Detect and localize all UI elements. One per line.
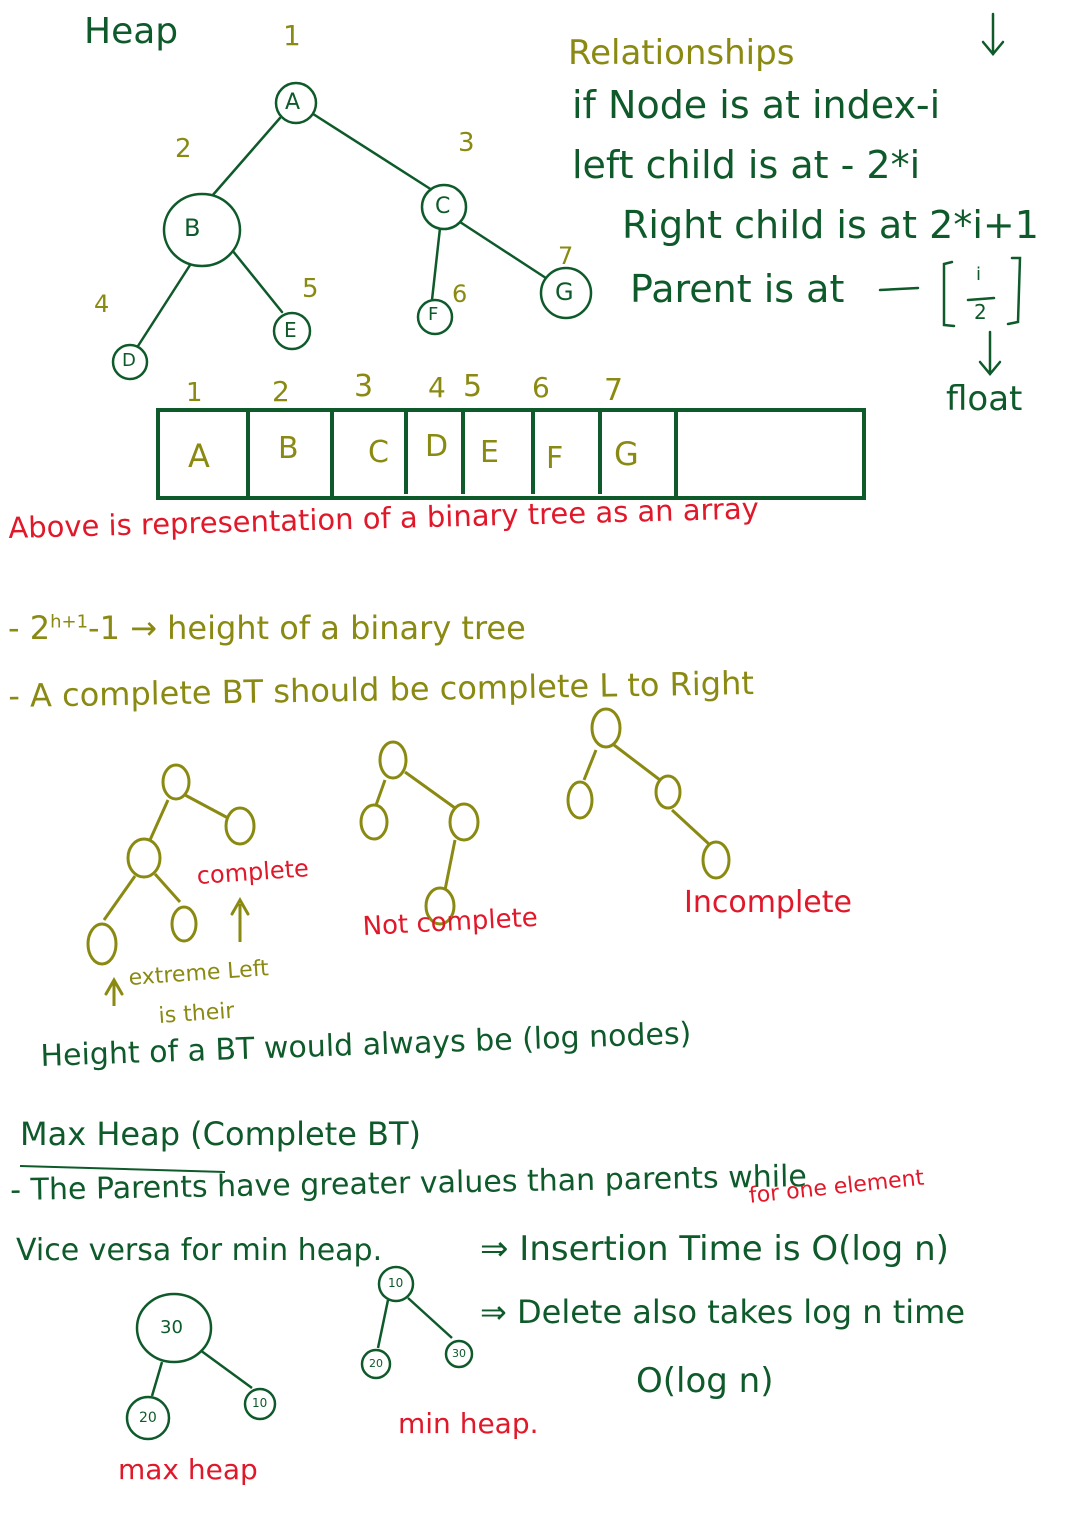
array-index-4: 4 bbox=[428, 371, 446, 404]
max-heap-underline bbox=[19, 1165, 226, 1173]
max-heap-label: max heap bbox=[118, 1453, 258, 1486]
fraction-denominator: 2 bbox=[974, 300, 987, 324]
array-cell-b: B bbox=[278, 431, 299, 466]
array-index-1: 1 bbox=[186, 378, 203, 408]
tree-node-c bbox=[420, 183, 468, 231]
heap-tree-nodes bbox=[111, 81, 593, 381]
height-formula-text: -1 → height of a binary tree bbox=[88, 609, 526, 647]
max-heap-left-label: 20 bbox=[139, 1410, 157, 1426]
relationships-line-1: if Node is at index-i bbox=[572, 83, 941, 127]
heap-title: Heap bbox=[84, 11, 179, 52]
min-heap-left-label: 20 bbox=[369, 1357, 383, 1370]
node-label-e: E bbox=[284, 318, 297, 342]
node-label-a: A bbox=[285, 90, 301, 115]
tree-node-e bbox=[272, 311, 312, 351]
arrow-down-icon bbox=[981, 12, 1005, 56]
array-cell-c: C bbox=[368, 435, 389, 470]
complete-tree-example bbox=[86, 763, 256, 1006]
min-heap-tree bbox=[360, 1265, 474, 1380]
array-cell-a: A bbox=[188, 437, 210, 475]
max-heap-line-2: Vice versa for min heap. bbox=[16, 1233, 383, 1268]
delete-time-line: ⇒ Delete also takes log n time bbox=[480, 1293, 965, 1331]
array-cell-g: G bbox=[614, 435, 639, 473]
fraction-numerator: i bbox=[976, 264, 982, 285]
not-complete-tree-example bbox=[359, 740, 480, 926]
array-index-5: 5 bbox=[463, 369, 483, 404]
array-index-7: 7 bbox=[604, 373, 624, 408]
relationships-line-4: Parent is at bbox=[630, 267, 845, 311]
complete-label: complete bbox=[195, 854, 310, 890]
float-label: float bbox=[946, 379, 1023, 419]
tree-node-f bbox=[416, 298, 454, 336]
floor-bracket-icon bbox=[878, 256, 1022, 376]
is-their-label: is their bbox=[157, 998, 236, 1029]
index-label-6: 6 bbox=[452, 280, 468, 308]
tree-node-b bbox=[162, 192, 242, 268]
height-formula-exponent: h+1 bbox=[50, 611, 89, 633]
min-heap-root-label: 10 bbox=[388, 1276, 404, 1290]
array-index-3: 3 bbox=[354, 369, 374, 404]
height-formula-base: 2 bbox=[29, 609, 51, 647]
relationships-line-2: left child is at - 2*i bbox=[572, 143, 921, 187]
max-heap-title: Max Heap (Complete BT) bbox=[20, 1115, 422, 1153]
index-label-2: 2 bbox=[175, 134, 192, 164]
max-heap-right-label: 10 bbox=[252, 1396, 268, 1410]
array-box bbox=[156, 408, 866, 500]
index-label-4: 4 bbox=[94, 290, 110, 318]
tree-node-d bbox=[111, 343, 149, 381]
relationships-title: Relationships bbox=[568, 33, 795, 73]
array-index-6: 6 bbox=[532, 371, 550, 404]
node-label-f: F bbox=[428, 304, 439, 325]
index-label-3: 3 bbox=[458, 128, 475, 158]
array-cell-f: F bbox=[546, 441, 564, 476]
array-cell-e: E bbox=[480, 435, 499, 470]
relationships-line-3: Right child is at 2*i+1 bbox=[622, 203, 1039, 247]
tree-node-a bbox=[274, 81, 318, 125]
max-heap-root-label: 30 bbox=[160, 1317, 183, 1338]
root-index-label: 1 bbox=[283, 19, 301, 52]
insertion-time-line: ⇒ Insertion Time is O(log n) bbox=[480, 1229, 949, 1269]
arrow-up-icon bbox=[104, 896, 250, 996]
height-formula-line: - 2h+1-1 → height of a binary tree bbox=[8, 609, 526, 647]
heap-tree-edges bbox=[136, 110, 554, 348]
incomplete-label: Incomplete bbox=[684, 885, 852, 920]
array-cell-d: D bbox=[425, 429, 449, 464]
node-label-c: C bbox=[435, 194, 451, 219]
node-label-d: D bbox=[122, 350, 136, 371]
incomplete-tree-example bbox=[566, 707, 731, 880]
index-label-5: 5 bbox=[302, 274, 319, 304]
min-heap-right-label: 30 bbox=[452, 1347, 466, 1360]
delete-complexity: O(log n) bbox=[636, 1361, 774, 1401]
min-heap-label: min heap. bbox=[398, 1407, 539, 1440]
max-heap-tree bbox=[125, 1292, 277, 1441]
array-index-2: 2 bbox=[272, 375, 290, 408]
node-label-b: B bbox=[184, 214, 201, 242]
index-label-7: 7 bbox=[558, 242, 574, 270]
tree-node-g bbox=[539, 266, 593, 320]
node-label-g: G bbox=[555, 278, 574, 306]
